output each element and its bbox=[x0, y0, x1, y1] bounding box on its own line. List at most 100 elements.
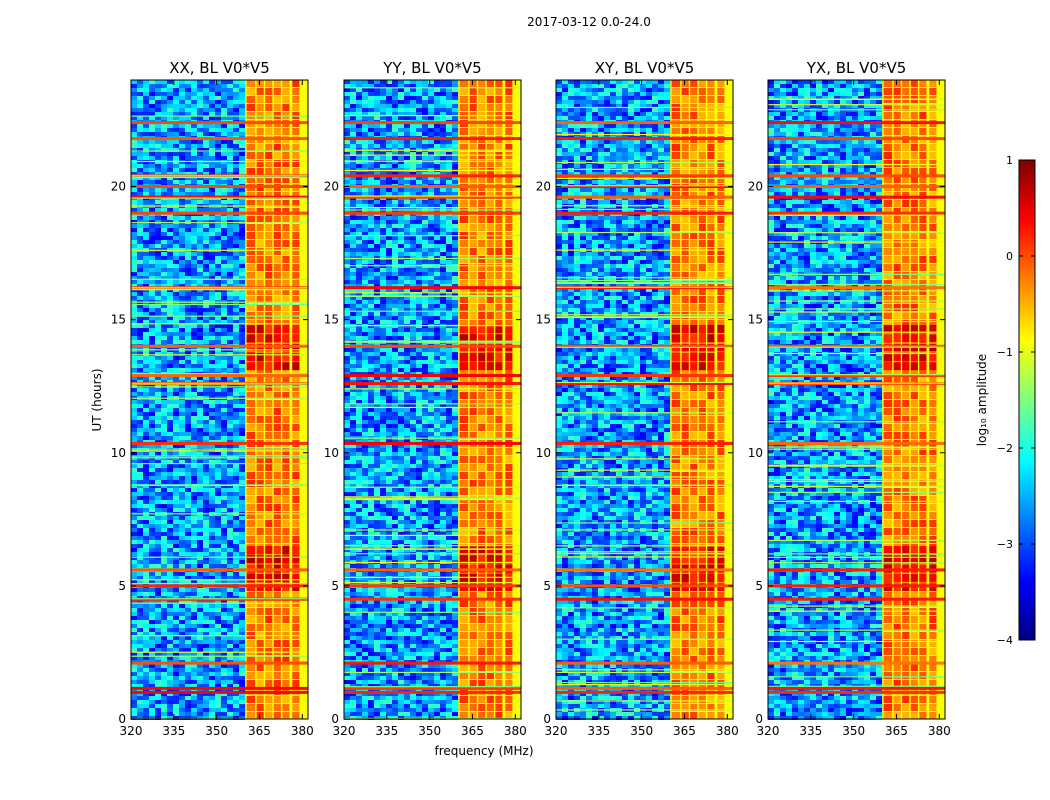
noise-cell bbox=[185, 572, 191, 576]
noise-cell bbox=[191, 104, 197, 108]
noise-cell bbox=[203, 468, 209, 472]
noise-cell bbox=[149, 552, 155, 556]
noise-cell bbox=[209, 520, 215, 524]
band-cell bbox=[292, 312, 299, 319]
noise-cell bbox=[149, 188, 155, 192]
noise-cell bbox=[167, 696, 173, 700]
noise-cell bbox=[197, 608, 203, 612]
noise-cell bbox=[422, 224, 428, 228]
noise-cell bbox=[362, 116, 368, 120]
noise-cell bbox=[185, 496, 191, 500]
noise-cell bbox=[161, 556, 167, 560]
noise-cell bbox=[161, 296, 167, 300]
noise-cell bbox=[137, 392, 143, 396]
noise-cell bbox=[155, 592, 161, 596]
noise-cell bbox=[155, 464, 161, 468]
hot-cell bbox=[257, 362, 264, 370]
noise-cell bbox=[344, 144, 350, 148]
noise-cell bbox=[161, 560, 167, 564]
noise-cell bbox=[155, 332, 161, 336]
noise-cell bbox=[416, 156, 422, 160]
noise-cell bbox=[380, 272, 386, 276]
noise-cell bbox=[149, 228, 155, 232]
noise-cell bbox=[137, 324, 143, 328]
noise-cell bbox=[350, 160, 356, 164]
noise-cell bbox=[185, 232, 191, 236]
noise-cell bbox=[131, 252, 137, 256]
noise-cell bbox=[380, 100, 386, 104]
noise-cell bbox=[233, 92, 239, 96]
noise-cell bbox=[362, 228, 368, 232]
noise-cell bbox=[131, 664, 137, 668]
noise-cell bbox=[161, 432, 167, 436]
noise-cell bbox=[410, 300, 416, 304]
noise-cell bbox=[155, 108, 161, 112]
noise-cell bbox=[173, 144, 179, 148]
noise-cell bbox=[161, 552, 167, 556]
noise-cell bbox=[215, 164, 221, 168]
noise-cell bbox=[356, 116, 362, 120]
noise-cell bbox=[185, 700, 191, 704]
noise-cell bbox=[227, 712, 233, 716]
noise-cell bbox=[191, 168, 197, 172]
noise-cell bbox=[137, 268, 143, 272]
noise-cell bbox=[209, 592, 215, 596]
noise-cell bbox=[374, 80, 380, 84]
noise-cell bbox=[356, 260, 362, 264]
noise-cell bbox=[434, 276, 440, 280]
band-cell bbox=[265, 536, 272, 543]
noise-cell bbox=[131, 524, 137, 528]
band-cell bbox=[265, 488, 272, 495]
noise-cell bbox=[131, 156, 137, 160]
rfi-row bbox=[131, 121, 308, 124]
noise-cell bbox=[197, 244, 203, 248]
noise-cell bbox=[392, 92, 398, 96]
noise-cell bbox=[179, 616, 185, 620]
noise-cell bbox=[167, 180, 173, 184]
noise-cell bbox=[167, 312, 173, 316]
noise-cell bbox=[143, 556, 149, 560]
noise-cell bbox=[209, 228, 215, 232]
noise-cell bbox=[392, 248, 398, 252]
noise-cell bbox=[374, 240, 380, 244]
noise-cell bbox=[155, 80, 161, 84]
noise-cell bbox=[167, 132, 173, 136]
noise-cell bbox=[239, 360, 245, 364]
noise-cell bbox=[209, 280, 215, 284]
noise-cell bbox=[173, 504, 179, 508]
noise-cell bbox=[137, 680, 143, 684]
noise-cell bbox=[179, 500, 185, 504]
noise-cell bbox=[167, 416, 173, 420]
noise-cell bbox=[227, 92, 233, 96]
noise-cell bbox=[179, 560, 185, 564]
band-cell bbox=[257, 536, 264, 543]
noise-cell bbox=[221, 496, 227, 500]
noise-cell bbox=[227, 112, 233, 116]
noise-cell bbox=[149, 404, 155, 408]
noise-cell bbox=[239, 328, 245, 332]
noise-cell bbox=[221, 332, 227, 336]
noise-cell bbox=[191, 508, 197, 512]
noise-cell bbox=[191, 88, 197, 92]
noise-cell bbox=[173, 164, 179, 168]
noise-cell bbox=[173, 216, 179, 220]
noise-cell bbox=[167, 356, 173, 360]
band-cell bbox=[247, 640, 256, 647]
noise-cell bbox=[227, 648, 233, 652]
noise-cell bbox=[221, 612, 227, 616]
noise-cell bbox=[452, 132, 458, 136]
noise-cell bbox=[185, 492, 191, 496]
noise-cell bbox=[167, 240, 173, 244]
noise-cell bbox=[143, 712, 149, 716]
noise-cell bbox=[209, 664, 215, 668]
noise-cell bbox=[380, 88, 386, 92]
noise-cell bbox=[155, 620, 161, 624]
noise-cell bbox=[215, 400, 221, 404]
noise-cell bbox=[137, 360, 143, 364]
noise-cell bbox=[416, 132, 422, 136]
noise-cell bbox=[137, 536, 143, 540]
noise-cell bbox=[440, 104, 446, 108]
noise-cell bbox=[179, 432, 185, 436]
noise-cell bbox=[131, 108, 137, 112]
noise-cell bbox=[221, 268, 227, 272]
